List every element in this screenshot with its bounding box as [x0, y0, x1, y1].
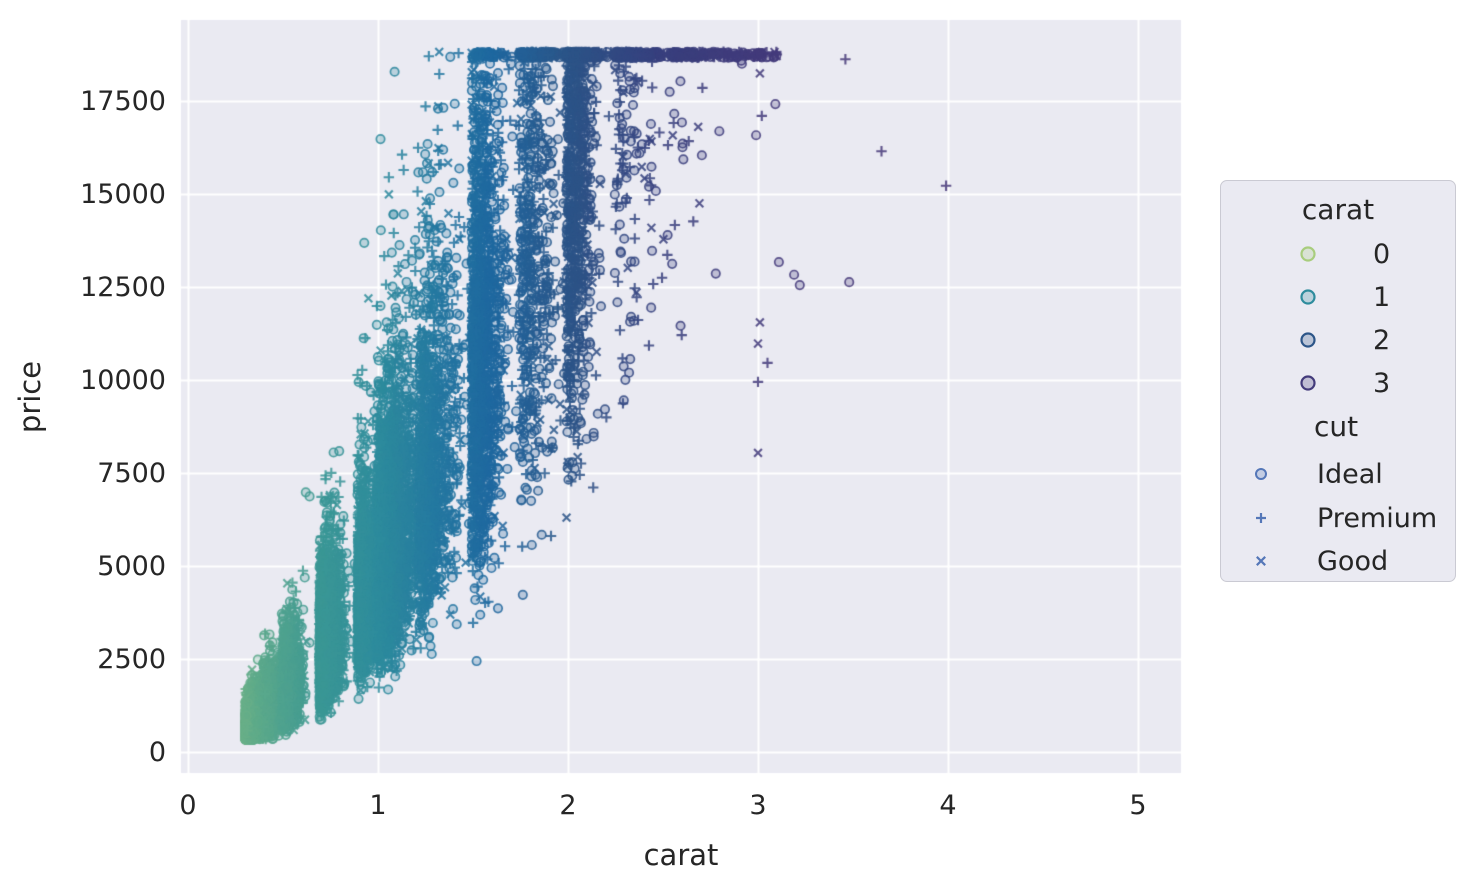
x-tick-label: 5 [1129, 790, 1147, 821]
carat-1-swatch-icon [1300, 289, 1316, 305]
legend-item-label: Good [1317, 545, 1389, 577]
legend-item-carat-3: 3 [1221, 367, 1458, 399]
x-tick-label: 1 [369, 790, 387, 821]
legend: carat 0 1 2 3 cut [1220, 180, 1456, 582]
legend-item-label: 3 [1373, 367, 1391, 399]
legend-item-label: Ideal [1317, 458, 1383, 490]
y-tick-label: 2500 [97, 643, 166, 675]
legend-item-ideal: Ideal [1221, 458, 1458, 490]
legend-carat-title: carat [1301, 192, 1375, 226]
carat-2-swatch-icon [1300, 332, 1316, 348]
carat-0-swatch-icon [1300, 246, 1316, 262]
x-tick-label: 0 [179, 790, 197, 821]
y-tick-label: 0 [148, 736, 166, 768]
y-tick-label: 12500 [80, 271, 166, 303]
x-tick-label: 2 [559, 790, 577, 821]
y-tick-label: 7500 [97, 457, 166, 489]
legend-item-carat-0: 0 [1221, 238, 1458, 270]
legend-item-premium: Premium [1221, 502, 1458, 534]
premium-plus-marker-icon [1256, 513, 1266, 523]
x-tick-label: 3 [749, 790, 767, 821]
legend-item-carat-1: 1 [1221, 281, 1458, 313]
y-tick-label: 5000 [97, 550, 166, 582]
carat-3-swatch-icon [1300, 375, 1316, 391]
legend-cut-title: cut [1314, 409, 1359, 443]
y-tick-label: 17500 [80, 85, 166, 117]
good-x-marker-icon [1256, 556, 1266, 566]
x-axis-title: carat [643, 838, 719, 872]
legend-item-good: Good [1221, 545, 1458, 577]
legend-item-label: 2 [1373, 324, 1391, 356]
y-axis-title: price [13, 360, 47, 434]
y-tick-label: 15000 [80, 178, 166, 210]
legend-item-carat-2: 2 [1221, 324, 1458, 356]
legend-item-label: Premium [1317, 502, 1438, 534]
legend-item-label: 1 [1373, 281, 1391, 313]
legend-item-label: 0 [1373, 238, 1391, 270]
y-tick-label: 10000 [80, 364, 166, 396]
x-tick-label: 4 [939, 790, 957, 821]
ideal-circle-marker-icon [1255, 468, 1267, 480]
